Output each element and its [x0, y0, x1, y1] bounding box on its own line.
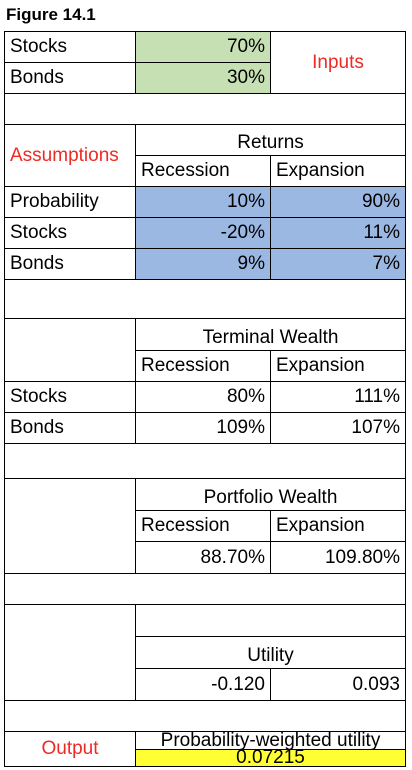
utility-expansion[interactable]: 0.093: [270, 668, 406, 701]
returns-recession-header: Recession: [135, 155, 271, 187]
utility-header: Utility: [135, 636, 406, 669]
spacer-row: [4, 443, 406, 479]
portfolio-recession-header: Recession: [135, 510, 271, 542]
output-label: Output: [4, 731, 136, 767]
terminal-bonds-recession[interactable]: 109%: [135, 412, 271, 444]
blank-cell: [4, 318, 136, 382]
input-stocks-label[interactable]: Stocks: [4, 31, 136, 63]
bonds-return-recession[interactable]: 9%: [135, 248, 271, 280]
portfolio-wealth-expansion[interactable]: 109.80%: [270, 541, 406, 574]
utility-recession[interactable]: -0.120: [135, 668, 271, 701]
blank-cell: [135, 604, 406, 637]
terminal-bonds-expansion[interactable]: 107%: [270, 412, 406, 444]
portfolio-expansion-header: Expansion: [270, 510, 406, 542]
terminal-stocks-label: Stocks: [4, 381, 136, 413]
input-stocks-value[interactable]: 70%: [135, 31, 271, 63]
stocks-return-label: Stocks: [4, 217, 136, 249]
spacer-row: [4, 700, 406, 732]
figure-title: Figure 14.1: [6, 5, 96, 24]
probability-recession[interactable]: 10%: [135, 186, 271, 218]
stocks-return-recession[interactable]: -20%: [135, 217, 271, 249]
probability-label: Probability: [4, 186, 136, 218]
inputs-label: Inputs: [270, 31, 406, 94]
probability-expansion[interactable]: 90%: [270, 186, 406, 218]
bonds-return-expansion[interactable]: 7%: [270, 248, 406, 280]
bonds-return-label: Bonds: [4, 248, 136, 280]
terminal-recession-header: Recession: [135, 350, 271, 382]
spacer-row: [4, 573, 406, 605]
terminal-stocks-recession[interactable]: 80%: [135, 381, 271, 413]
spreadsheet-grid: Stocks 70% Inputs Bonds 30% Assumptions …: [4, 31, 406, 767]
spacer-row: [4, 93, 406, 125]
terminal-bonds-label: Bonds: [4, 412, 136, 444]
stocks-return-expansion[interactable]: 11%: [270, 217, 406, 249]
portfolio-wealth-recession[interactable]: 88.70%: [135, 541, 271, 574]
blank-cell: [4, 478, 136, 574]
output-header: Probability-weighted utility: [135, 731, 406, 750]
output-value[interactable]: 0.07215: [135, 749, 406, 767]
assumptions-label: Assumptions: [4, 124, 136, 187]
terminal-stocks-expansion[interactable]: 111%: [270, 381, 406, 413]
portfolio-wealth-header: Portfolio Wealth: [135, 478, 406, 511]
spacer-row: [4, 279, 406, 319]
returns-header: Returns: [135, 124, 406, 156]
blank-cell: [4, 604, 136, 701]
terminal-wealth-header: Terminal Wealth: [135, 318, 406, 351]
terminal-expansion-header: Expansion: [270, 350, 406, 382]
input-bonds-label[interactable]: Bonds: [4, 62, 136, 94]
returns-expansion-header: Expansion: [270, 155, 406, 187]
input-bonds-value[interactable]: 30%: [135, 62, 271, 94]
